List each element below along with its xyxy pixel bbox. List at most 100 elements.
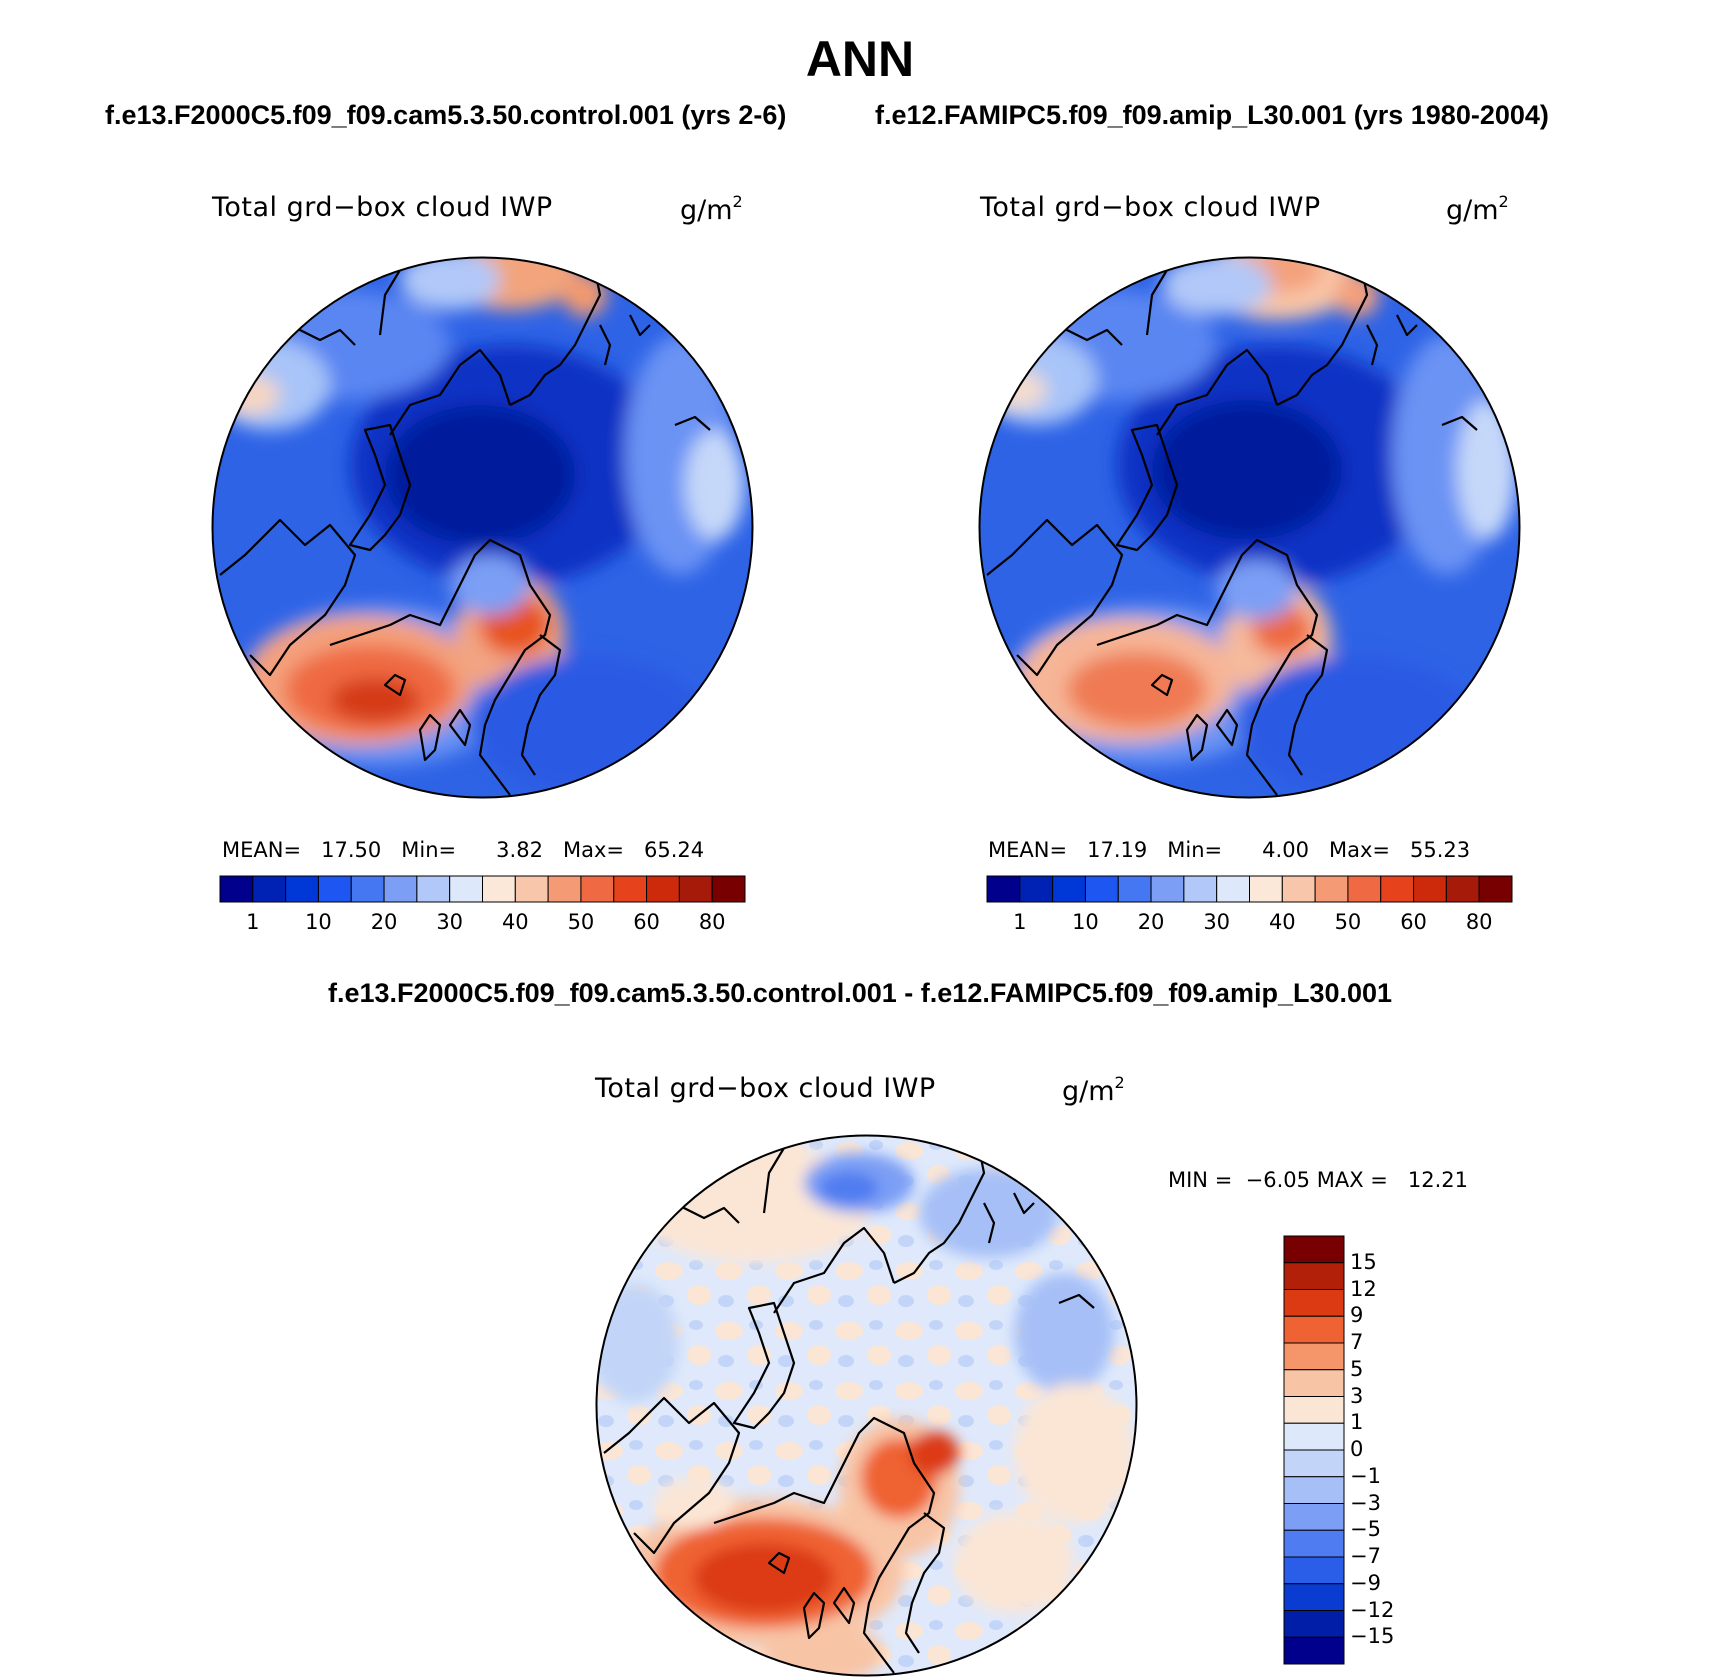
colorbar-swatch [285,875,319,903]
case-title-right: f.e12.FAMIPC5.f09_f09.amip_L30.001 (yrs … [875,100,1549,130]
colorbar-tick-label: 40 [1268,910,1296,934]
colorbar-swatch [1283,1315,1345,1344]
colorbar-swatch [580,875,615,903]
panel2-colorbar [986,875,1513,903]
difference-title: f.e13.F2000C5.f09_f09.cam5.3.50.control.… [327,978,1393,1008]
colorbar-tick-label: 0 [1350,1437,1364,1461]
panel3-stats: MIN = −6.05 MAX = 12.21 [1168,1168,1469,1192]
panel2-coastlines [986,259,1478,796]
colorbar-swatch [1283,1556,1345,1585]
panel3-colorbar-ticks: 15 12 9 7 5 3 1 0 −1 −3 −5 −7 −9 −12 −15 [1350,1235,1430,1665]
colorbar-tick-label: 20 [370,910,398,934]
panel3-coastlines [603,1137,1095,1674]
panel2-field-contours [979,257,1517,795]
colorbar-swatch [1283,1235,1345,1264]
colorbar-tick-label: 30 [436,910,464,934]
panel3-variable-label: Total grd−box cloud IWP [595,1073,936,1104]
colorbar-tick-label: 80 [1465,910,1493,934]
colorbar-swatch [1283,1583,1345,1611]
colorbar-swatch [350,875,385,903]
panel3-units: g/m2 [1062,1073,1125,1107]
colorbar-swatch [1347,875,1382,903]
colorbar-swatch [1117,875,1152,903]
panel2-map-boundary [978,256,1521,799]
colorbar-swatch [252,875,287,903]
colorbar-tick-label: 10 [1072,910,1099,934]
colorbar-tick-label: 15 [1350,1249,1377,1274]
panel2-variable-label: Total grd−box cloud IWP [980,192,1321,223]
colorbar-swatch [1216,875,1250,903]
colorbar-swatch [383,875,418,903]
colorbar-swatch [317,875,352,903]
colorbar-swatch [1478,875,1513,903]
colorbar-tick-label: 50 [567,910,595,934]
colorbar-tick-label: −1 [1350,1463,1381,1488]
colorbar-tick-label: 5 [1350,1356,1364,1381]
colorbar-tick-label: 50 [1334,910,1362,934]
colorbar-swatch [1283,1529,1345,1558]
colorbar-swatch [416,875,451,903]
colorbar-tick-label: 60 [1400,910,1427,934]
panel2-colorbar-ticks: 1 10 20 30 40 50 60 80 [987,910,1512,940]
colorbar-swatch [1283,1262,1345,1290]
colorbar-tick-label: 10 [305,910,332,934]
colorbar-tick-label: 1 [246,910,260,934]
colorbar-swatch [1283,1422,1345,1451]
figure-title: ANN [805,31,915,87]
colorbar-swatch [646,875,680,903]
panel2-polar-map [978,256,1521,799]
colorbar-swatch [1445,875,1480,903]
colorbar-swatch [1281,875,1316,903]
colorbar-swatch [1183,875,1218,903]
colorbar-tick-label: 30 [1203,910,1231,934]
colorbar-tick-label: 40 [501,910,529,934]
case-title-left: f.e13.F2000C5.f09_f09.cam5.3.50.control.… [105,100,787,130]
colorbar-tick-label: 3 [1350,1383,1364,1408]
colorbar-swatch [711,875,746,903]
panel2-stats: MEAN= 17.19 Min= 4.00 Max= 55.23 [988,838,1471,862]
panel1-colorbar-ticks: 1 10 20 30 40 50 60 80 [220,910,745,940]
colorbar-swatch [1283,1449,1345,1478]
colorbar-swatch [1380,875,1415,903]
colorbar-swatch [1283,1396,1345,1424]
panel1-variable-label: Total grd−box cloud IWP [212,192,553,223]
colorbar-swatch [449,875,483,903]
colorbar-swatch [219,875,254,903]
panel1-map-boundary [211,256,754,799]
colorbar-tick-label: 1 [1350,1410,1364,1435]
colorbar-swatch [1052,875,1086,903]
colorbar-swatch [986,875,1021,903]
colorbar-swatch [482,875,516,903]
colorbar-tick-label: −3 [1350,1490,1381,1515]
colorbar-tick-label: −7 [1350,1544,1381,1568]
colorbar-swatch [1084,875,1119,903]
panel1-polar-map [211,256,754,799]
colorbar-swatch [613,875,648,903]
colorbar-swatch [1249,875,1283,903]
colorbar-tick-label: 1 [1013,910,1027,934]
panel2-units: g/m2 [1446,192,1509,226]
colorbar-swatch [1413,875,1447,903]
colorbar-swatch [1283,1503,1345,1531]
panel1-field-contours [212,257,745,795]
panel3-colorbar [1283,1235,1345,1665]
colorbar-tick-label: 9 [1350,1303,1364,1328]
colorbar-tick-label: −9 [1350,1570,1381,1595]
colorbar-tick-label: −5 [1350,1517,1381,1542]
colorbar-swatch [1283,1610,1345,1638]
colorbar-swatch [1283,1476,1345,1504]
colorbar-tick-label: 7 [1350,1330,1364,1354]
panel3-field-contours [596,1143,1134,1676]
colorbar-swatch [547,875,582,903]
panel1-stats: MEAN= 17.50 Min= 3.82 Max= 65.24 [222,838,705,862]
colorbar-tick-label: 80 [698,910,726,934]
colorbar-swatch [1283,1342,1345,1371]
colorbar-tick-label: 60 [633,910,660,934]
panel1-units: g/m2 [680,192,743,226]
panel3-polar-map [595,1134,1138,1677]
colorbar-swatch [678,875,713,903]
colorbar-swatch [1283,1289,1345,1317]
colorbar-tick-label: −12 [1350,1597,1395,1622]
panel1-colorbar [219,875,746,903]
colorbar-swatch [1150,875,1185,903]
